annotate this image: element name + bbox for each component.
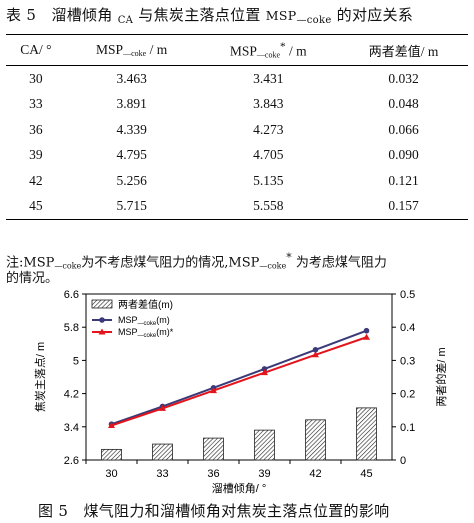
table-caption-mid: 与焦炭主落点位置 [138, 6, 261, 24]
bar [356, 407, 377, 461]
table-caption-sub: —coke [296, 15, 332, 26]
series-point [159, 404, 166, 411]
header-diff: 两者差值/ m [339, 34, 468, 66]
bar [101, 448, 122, 461]
header-msp-star: MSP—coke* / m [197, 34, 340, 66]
cell-msp-star: 3.431 [253, 70, 284, 86]
y2-tick-label: 0.2 [400, 389, 415, 401]
x-axis-label: 溜槽倾角/ ° [212, 481, 267, 495]
cell-diff: 0.157 [339, 193, 468, 220]
table-caption-prefix: 表 [6, 6, 22, 24]
legend-bar-swatch [91, 299, 113, 309]
table-caption-text: 溜槽倾角 [51, 6, 113, 24]
figure-caption: 图 5 煤气阻力和溜槽倾角对焦炭主落点位置的影响 [38, 500, 474, 521]
y2-tick-label: 0.4 [400, 322, 415, 334]
y-tick-label: 4.2 [64, 389, 79, 401]
y-tick-label: 5.8 [64, 322, 79, 334]
cell-msp: 5.715 [65, 193, 198, 220]
series-point [108, 422, 115, 429]
legend-label-msp: MSP—coke(m) [118, 315, 170, 327]
y2-axis-label: 两者的差/ m [434, 347, 448, 406]
y2-tick-label: 0.3 [400, 355, 415, 367]
y-axis-label: 焦炭主落点/ m [34, 342, 47, 412]
cell-ca: 33 [29, 96, 43, 112]
cell-diff: 0.032 [388, 70, 419, 86]
x-tick-label: 30 [105, 468, 117, 480]
legend-label-diff: 两者差值(m) [118, 298, 173, 311]
bar [305, 419, 326, 461]
bar [254, 429, 275, 461]
cell-ca: 39 [29, 147, 43, 163]
series-line [111, 336, 367, 427]
table-row: 30 3.463 3.431 0.032 [6, 66, 468, 92]
x-tick-label: 39 [258, 468, 270, 480]
cell-msp-star: 4.273 [253, 121, 284, 137]
cell-msp-star: 4.705 [253, 147, 284, 163]
table-row: 36 4.339 4.273 0.066 [6, 117, 468, 143]
table-note-line2: 的情况。 [6, 271, 59, 286]
y2-tick-label: 0 [400, 455, 406, 467]
table-header-row: CA/ ° MSP—coke / m MSP—coke* / m 两者差值/ m [6, 34, 468, 66]
cell-ca: 42 [29, 172, 43, 188]
cell-diff: 0.066 [388, 121, 419, 137]
cell-msp-star: 3.843 [253, 96, 284, 112]
cell-msp: 4.795 [116, 147, 147, 163]
series-point [261, 366, 268, 372]
cell-msp: 5.256 [116, 172, 147, 188]
figure-caption-prefix: 图 [38, 502, 54, 520]
table-row: 42 5.256 5.135 0.121 [6, 168, 468, 194]
y-tick-label: 5 [73, 355, 79, 367]
bar [152, 443, 173, 461]
cell-msp: 3.463 [116, 70, 147, 86]
table-caption-msp: MSP [265, 8, 297, 23]
cell-msp-star: 5.558 [197, 193, 340, 220]
header-ca: CA/ ° [6, 34, 66, 66]
x-tick-label: 33 [156, 468, 168, 480]
data-table: CA/ ° MSP—coke / m MSP—coke* / m 两者差值/ m… [6, 34, 468, 220]
y-tick-label: 3.4 [64, 422, 79, 434]
series-point [261, 369, 268, 376]
y2-tick-label: 0.1 [400, 422, 415, 434]
cell-ca: 36 [29, 121, 43, 137]
cell-diff: 0.090 [388, 147, 419, 163]
header-msp: MSP—coke / m [65, 34, 198, 66]
series-point [210, 387, 217, 394]
bar [203, 437, 224, 461]
y2-tick-label: 0.5 [400, 289, 415, 301]
cell-msp: 4.339 [116, 121, 147, 137]
cell-diff: 0.121 [388, 172, 419, 188]
table-caption-end: 的对应关系 [336, 6, 414, 24]
x-tick-label: 36 [207, 468, 219, 480]
legend-marker-msp [99, 317, 105, 323]
table-row: 33 3.891 3.843 0.048 [6, 92, 468, 118]
series-point [312, 351, 319, 358]
chart: 6.6 5.8 5 4.2 3.4 2.6 0.5 0.4 0.3 0.2 0.1 0 30 33 36 39… [34, 289, 448, 495]
y-tick-label: 2.6 [64, 455, 79, 467]
cell-diff: 0.048 [388, 96, 419, 112]
legend-label-msp-star: MSP—coke(m)* [118, 327, 174, 339]
figure-caption-text: 煤气阻力和溜槽倾角对焦炭主落点位置的影响 [83, 502, 390, 520]
table-row: 39 4.795 4.705 0.090 [6, 143, 468, 169]
legend-marker-msp-star [98, 328, 106, 335]
table-note: 注:MSP—coke为不考虑煤气阻力的情况,MSP—coke* 为考虑煤气阻力 [6, 251, 387, 271]
figure-caption-number: 5 [58, 502, 69, 520]
table-row: 45 5.715 5.558 0.157 [6, 193, 468, 220]
series-point [312, 346, 319, 353]
y-tick-label: 6.6 [64, 289, 79, 301]
x-tick-label: 42 [309, 468, 321, 480]
cell-ca: 30 [29, 70, 43, 86]
series-point [363, 333, 370, 340]
cell-ca: 45 [6, 193, 66, 220]
cell-msp-star: 5.135 [253, 172, 284, 188]
series-line [111, 329, 367, 426]
table-caption: 表 5 溜槽倾角 CA 与焦炭主落点位置 MSP—coke 的对应关系 [6, 4, 474, 26]
table-caption-ca: CA [117, 15, 134, 26]
series-point [363, 327, 370, 334]
x-tick-label: 45 [360, 468, 372, 480]
table-caption-number: 5 [26, 6, 37, 24]
cell-msp: 3.891 [116, 96, 147, 112]
